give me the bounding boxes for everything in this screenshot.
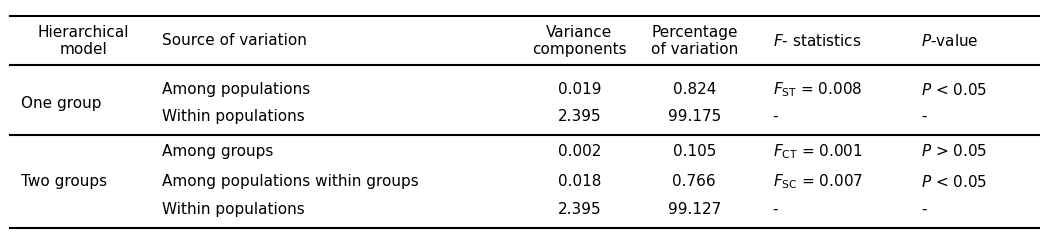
Text: 2.395: 2.395: [557, 202, 601, 217]
Text: -: -: [773, 109, 778, 124]
Text: -: -: [773, 202, 778, 217]
Text: $\mathit{F}_{\mathrm{CT}}$ = 0.001: $\mathit{F}_{\mathrm{CT}}$ = 0.001: [773, 142, 862, 161]
Text: 0.018: 0.018: [557, 174, 601, 189]
Text: Two groups: Two groups: [21, 174, 106, 189]
Text: Within populations: Within populations: [162, 109, 305, 124]
Text: Variance
components: Variance components: [532, 24, 626, 57]
Text: 99.175: 99.175: [667, 109, 721, 124]
Text: One group: One group: [21, 96, 101, 111]
Text: $\mathit{F}_{\mathrm{SC}}$ = 0.007: $\mathit{F}_{\mathrm{SC}}$ = 0.007: [773, 172, 862, 191]
Text: $\mathit{P}$ < 0.05: $\mathit{P}$ < 0.05: [921, 82, 987, 98]
Text: 0.019: 0.019: [557, 82, 601, 97]
Text: 2.395: 2.395: [557, 109, 601, 124]
Text: 0.002: 0.002: [557, 144, 601, 159]
Text: 0.766: 0.766: [672, 174, 716, 189]
Text: -: -: [921, 202, 926, 217]
Text: $\mathit{F}$- statistics: $\mathit{F}$- statistics: [773, 33, 861, 49]
Text: Source of variation: Source of variation: [162, 33, 307, 48]
Text: Within populations: Within populations: [162, 202, 305, 217]
Text: 99.127: 99.127: [667, 202, 721, 217]
Text: 0.105: 0.105: [672, 144, 716, 159]
Text: Among populations: Among populations: [162, 82, 310, 97]
Text: $\mathit{P}$ < 0.05: $\mathit{P}$ < 0.05: [921, 174, 987, 190]
Text: Among populations within groups: Among populations within groups: [162, 174, 419, 189]
Text: Percentage
of variation: Percentage of variation: [650, 24, 738, 57]
Text: Hierarchical
model: Hierarchical model: [38, 24, 129, 57]
Text: -: -: [921, 109, 926, 124]
Text: $\mathit{P}$ > 0.05: $\mathit{P}$ > 0.05: [921, 144, 987, 159]
Text: $\mathit{P}$-value: $\mathit{P}$-value: [921, 33, 978, 49]
Text: $\mathit{F}_{\mathrm{ST}}$ = 0.008: $\mathit{F}_{\mathrm{ST}}$ = 0.008: [773, 80, 862, 99]
Text: Among groups: Among groups: [162, 144, 274, 159]
Text: 0.824: 0.824: [672, 82, 716, 97]
